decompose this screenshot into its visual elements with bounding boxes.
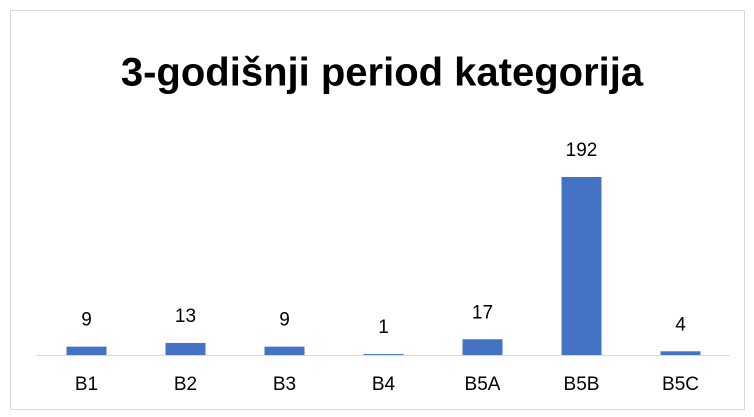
data-label: 9 <box>279 310 290 331</box>
chart-frame <box>10 10 745 410</box>
data-label: 13 <box>175 306 196 327</box>
x-tick-label: B5A <box>465 374 501 395</box>
bar <box>660 351 701 355</box>
bar <box>462 339 503 355</box>
x-tick-label: B1 <box>75 374 98 395</box>
x-tick-label: B5C <box>662 374 699 395</box>
bar <box>66 346 107 355</box>
bar <box>264 346 305 355</box>
x-tick-label: B4 <box>372 374 396 395</box>
x-tick-label: B2 <box>174 374 197 395</box>
data-label: 192 <box>566 140 598 161</box>
bar <box>165 342 206 355</box>
data-label: 1 <box>378 317 389 338</box>
data-label: 17 <box>472 302 493 323</box>
data-label: 4 <box>675 314 686 335</box>
bar <box>561 177 602 355</box>
x-tick-label: B3 <box>273 374 296 395</box>
chart-title: 3-godišnji period kategorija <box>121 51 644 95</box>
x-tick-label: B5B <box>564 374 600 395</box>
data-label: 9 <box>81 310 92 331</box>
bar <box>363 354 404 355</box>
